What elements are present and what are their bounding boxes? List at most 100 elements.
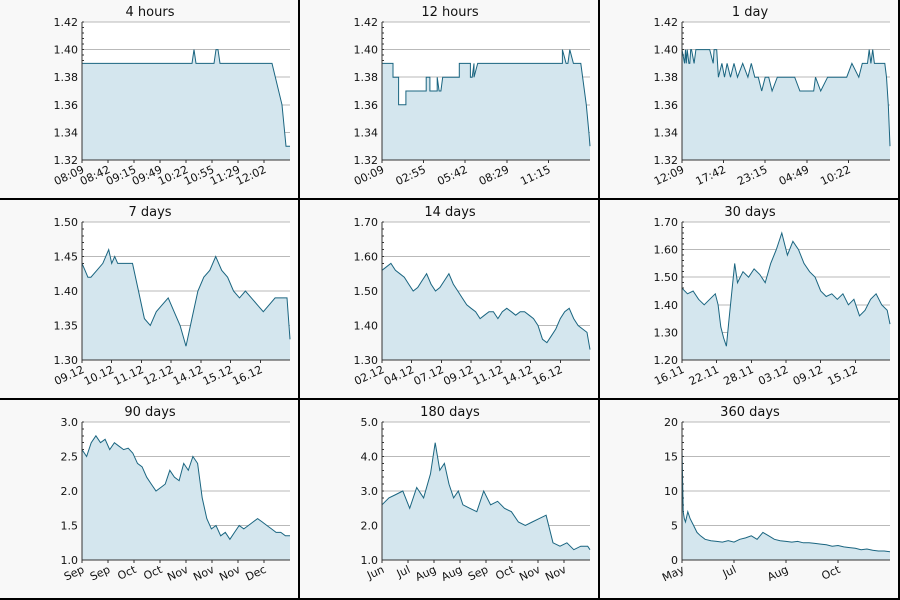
y-tick-label: 1.32 [54,154,79,167]
x-tick-label: Aug [765,563,790,584]
chart-panel-3: 1 day 1.42 1.40 1.38 1.36 1.34 1.32 12:09 17:42 2… [600,0,900,200]
y-tick-label: 1.35 [54,320,79,333]
y-tick-label: 1.36 [354,99,379,112]
y-tick-label: 1.40 [354,320,379,333]
y-tick-label: 1.60 [354,251,379,264]
x-tick-label: Nov [191,563,216,584]
y-tick-label: 2.0 [361,520,379,533]
chart-panel-5: 14 days 1.70 1.60 1.50 1.40 1.30 02.12 04.12 07.… [300,200,600,400]
chart-title: 30 days [724,205,776,220]
y-tick-label: 1.50 [654,271,679,284]
y-tick-label: 1.30 [354,354,379,367]
y-tick-label: 1.32 [654,154,679,167]
x-tick-label: Sep [88,563,112,584]
x-tick-label: 09.12 [441,363,475,388]
x-tick-label: 22.11 [687,363,721,388]
chart-title: 90 days [124,405,176,420]
y-tick-label: 1.45 [54,251,79,264]
x-tick-label: 28.11 [722,363,756,388]
series-area [382,442,590,560]
series-line [382,49,591,147]
chart-panel-8: 180 days 5.0 4.0 3.0 2.0 1.0 Jun Jul Aug Aug Sep Oc… [300,400,600,600]
series-area [382,263,590,360]
x-tick-label: 15.12 [826,363,860,388]
chart-4-hours: 4 hours1.421.401.381.361.341.3208:0908:4… [52,5,290,188]
x-tick-label: 14.12 [501,363,535,388]
x-tick-label: 08:29 [477,163,511,188]
series-line [381,442,591,551]
y-tick-label: 1.40 [654,44,679,57]
series-line [681,449,891,553]
series-line [81,247,291,347]
x-tick-label: 04.12 [382,363,416,388]
y-tick-label: 1.20 [654,354,679,367]
x-tick-label: Oct [142,563,165,583]
series-area [82,435,290,560]
x-tick-label: 09.12 [791,363,825,388]
x-tick-label: 04:49 [777,163,811,188]
x-tick-label: Dec [243,563,268,584]
chart-panel-7: 90 days 3.0 2.5 2.0 1.5 1.0 Sep Sep Oct Oct Nov Nov… [0,400,300,600]
y-tick-label: 20 [664,416,678,429]
chart-title: 12 hours [421,5,478,20]
x-tick-label: 02:55 [394,163,428,188]
x-tick-label: May [660,563,687,585]
x-tick-label: 05:42 [435,163,469,188]
y-tick-label: 1.70 [654,216,679,229]
chart-title: 360 days [720,405,780,420]
y-tick-label: 5 [671,520,678,533]
y-tick-label: 1.50 [354,285,379,298]
series-line [681,231,891,347]
chart-panel-6: 30 days 1.70 1.60 1.50 1.40 1.30 1.20 16.11 22.1… [600,200,900,400]
y-tick-label: 1.32 [354,154,379,167]
x-tick-label: Nov [517,563,542,584]
y-tick-label: 1.40 [54,285,79,298]
x-tick-label: 16.12 [231,363,265,388]
y-tick-label: 1.34 [54,126,79,139]
x-tick-label: 03.12 [756,363,790,388]
y-tick-label: 1.38 [654,71,679,84]
x-tick-label: 17:42 [694,163,728,188]
y-tick-label: 1.70 [354,216,379,229]
chart-title: 14 days [424,205,476,220]
x-tick-label: Nov [543,563,568,584]
y-tick-label: 3.0 [61,416,79,429]
x-tick-label: 07.12 [412,363,446,388]
x-tick-label: 23:15 [735,163,769,188]
x-tick-label: 16.12 [531,363,565,388]
x-tick-label: Nov [217,563,242,584]
y-tick-label: 1.36 [654,99,679,112]
y-tick-label: 1.38 [354,71,379,84]
y-tick-label: 1.0 [361,554,379,567]
y-tick-label: 2.0 [61,485,79,498]
x-tick-label: Aug [439,563,464,584]
y-tick-label: 1.42 [354,16,379,29]
x-tick-label: Jul [720,563,738,581]
y-tick-label: 3.0 [361,485,379,498]
y-tick-label: 1.42 [54,16,79,29]
y-tick-label: 1.0 [61,554,79,567]
y-tick-label: 1.42 [654,16,679,29]
x-tick-label: 11.12 [471,363,505,388]
y-tick-label: 1.50 [54,216,79,229]
x-tick-label: Aug [413,563,438,584]
y-tick-label: 0 [671,554,678,567]
y-tick-label: 10 [664,485,678,498]
y-tick-label: 1.38 [54,71,79,84]
y-tick-label: 1.5 [61,520,79,533]
y-tick-label: 2.5 [61,451,79,464]
series-line [82,49,290,147]
x-tick-label: Sep [466,563,490,584]
chart-14-days: 14 days1.701.601.501.401.3002.1204.1207.… [352,205,591,388]
y-tick-label: 1.34 [354,126,379,139]
x-tick-label: Jul [394,563,412,581]
y-tick-label: 15 [664,451,678,464]
chart-title: 4 hours [126,5,175,20]
x-tick-label: Oct [494,563,517,583]
series-area [682,233,890,360]
